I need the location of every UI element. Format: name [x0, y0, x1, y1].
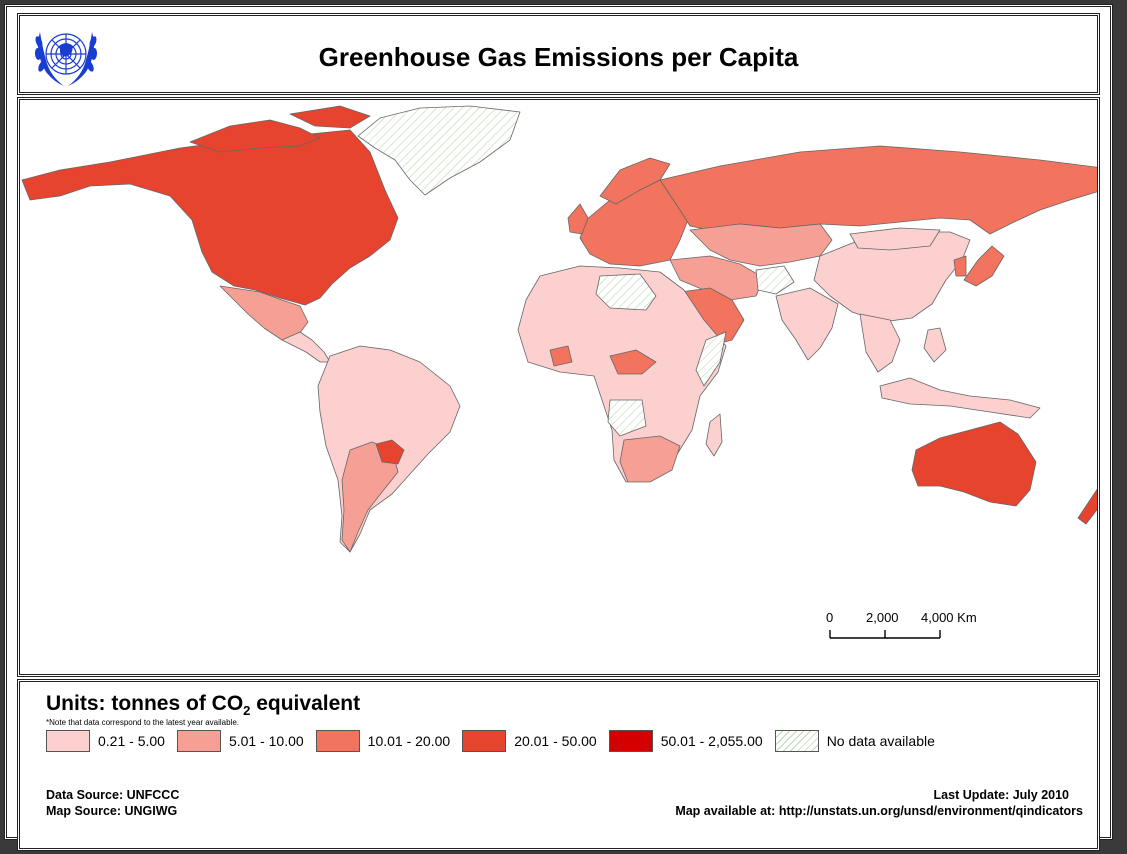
region-arctic-islands-2 [289, 105, 371, 129]
legend-item: 20.01 - 50.00 [462, 730, 601, 752]
region-central-africa [609, 349, 657, 375]
region-north-africa-no-data [595, 273, 657, 311]
region-mongolia [849, 227, 941, 251]
region-afghanistan [755, 265, 795, 295]
region-japan [963, 245, 1005, 287]
region-west-africa-spot [549, 345, 573, 367]
legend-panel: Units: tonnes of CO2 equivalent *Note th… [17, 679, 1100, 851]
title-panel: Greenhouse Gas Emissions per Capita [17, 13, 1100, 95]
legend-label: No data available [826, 733, 935, 749]
legend-swatch-no-data [774, 730, 819, 752]
units-title: Units: tonnes of CO2 equivalent [46, 692, 361, 719]
region-angola-no-data [607, 399, 647, 437]
scale-label-2000: 2,000 [866, 610, 899, 625]
region-southeast-asia [859, 313, 901, 373]
region-central-america [281, 331, 331, 363]
data-note: *Note that data correspond to the latest… [46, 718, 240, 727]
map-url: Map available at: http://unstats.un.org/… [675, 804, 1083, 818]
data-source: Data Source: UNFCCC [46, 788, 180, 802]
legend-row: 0.21 - 5.00 5.01 - 10.00 10.01 - 20.00 2… [46, 730, 947, 752]
region-scandinavia [599, 157, 671, 205]
map-frame: Greenhouse Gas Emissions per Capita [4, 4, 1113, 851]
legend-item: No data available [774, 730, 939, 752]
scale-label-4000: 4,000 Km [921, 610, 977, 625]
region-indonesia [879, 377, 1041, 419]
legend-label: 20.01 - 50.00 [514, 733, 597, 749]
last-update: Last Update: July 2010 [933, 788, 1069, 802]
region-new-zealand [1077, 488, 1097, 525]
region-australia [911, 421, 1037, 507]
legend-item: 50.01 - 2,055.00 [608, 730, 767, 752]
legend-item: 0.21 - 5.00 [46, 730, 169, 752]
legend-swatch [608, 730, 653, 752]
legend-swatch [315, 730, 360, 752]
region-horn-no-data [695, 331, 727, 387]
map-source: Map Source: UNGIWG [46, 804, 178, 818]
region-korea [953, 255, 967, 277]
legend-swatch [176, 730, 221, 752]
scale-bar [829, 630, 941, 639]
region-philippines [923, 327, 947, 363]
region-greenland [357, 105, 521, 196]
map-title: Greenhouse Gas Emissions per Capita [318, 42, 799, 72]
un-emblem-icon [34, 32, 98, 86]
legend-item: 10.01 - 20.00 [315, 730, 455, 752]
map-panel: 0 2,000 4,000 Km [17, 97, 1100, 677]
region-north-america [21, 129, 399, 306]
legend-item: 5.01 - 10.00 [176, 730, 308, 752]
legend-label: 50.01 - 2,055.00 [660, 733, 763, 749]
region-india [775, 287, 839, 361]
region-middle-east [669, 255, 765, 301]
legend-swatch [46, 730, 90, 752]
legend-label: 5.01 - 10.00 [228, 733, 304, 749]
legend-swatch [462, 730, 507, 752]
world-map [21, 105, 1097, 639]
region-uk [567, 203, 589, 235]
region-paraguay [375, 439, 405, 465]
legend-label: 10.01 - 20.00 [367, 733, 451, 749]
region-south-africa [619, 435, 681, 483]
scale-label-0: 0 [826, 610, 834, 625]
region-russia [659, 145, 1097, 235]
region-madagascar [705, 413, 723, 457]
region-arctic-islands [189, 119, 321, 153]
legend-label: 0.21 - 5.00 [98, 733, 165, 749]
